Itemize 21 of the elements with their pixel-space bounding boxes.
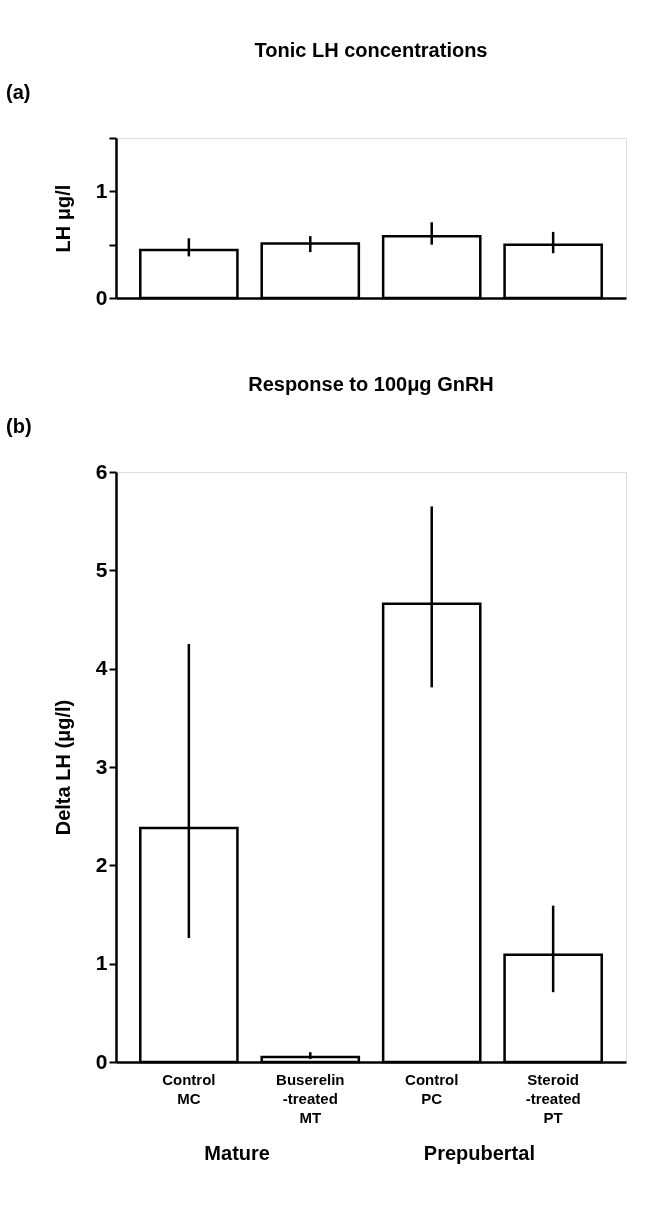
y-tick-label: 0 (95, 285, 108, 309)
x-tick-label: Control MC (162, 1070, 216, 1107)
text: Prepubertal (423, 1142, 535, 1164)
y-tick-label: 0 (95, 1049, 108, 1073)
y-axis-title: Delta LH (μg/l) (51, 699, 74, 836)
y-tick-label: 5 (95, 557, 108, 581)
y-tick-label: 6 (95, 459, 108, 483)
y-tick-label: 3 (95, 754, 108, 778)
x-tick-label: Buserelin -treated MT (276, 1070, 345, 1126)
chart-title: Response to 100μg GnRH (248, 373, 494, 395)
text: (a) (6, 81, 31, 103)
text: Mature (204, 1142, 270, 1164)
y-axis-title: LH μg/l (51, 184, 74, 253)
y-tick-label: 1 (95, 178, 108, 202)
text: (b) (6, 415, 32, 437)
x-tick-label: Steroid -treated PT (525, 1070, 581, 1126)
x-tick-label: Control PC (405, 1070, 459, 1107)
chart-title: Tonic LH concentrations (254, 39, 488, 61)
y-tick-label: 2 (95, 852, 108, 876)
y-tick-label: 4 (95, 656, 108, 680)
y-tick-label: 1 (95, 951, 108, 975)
